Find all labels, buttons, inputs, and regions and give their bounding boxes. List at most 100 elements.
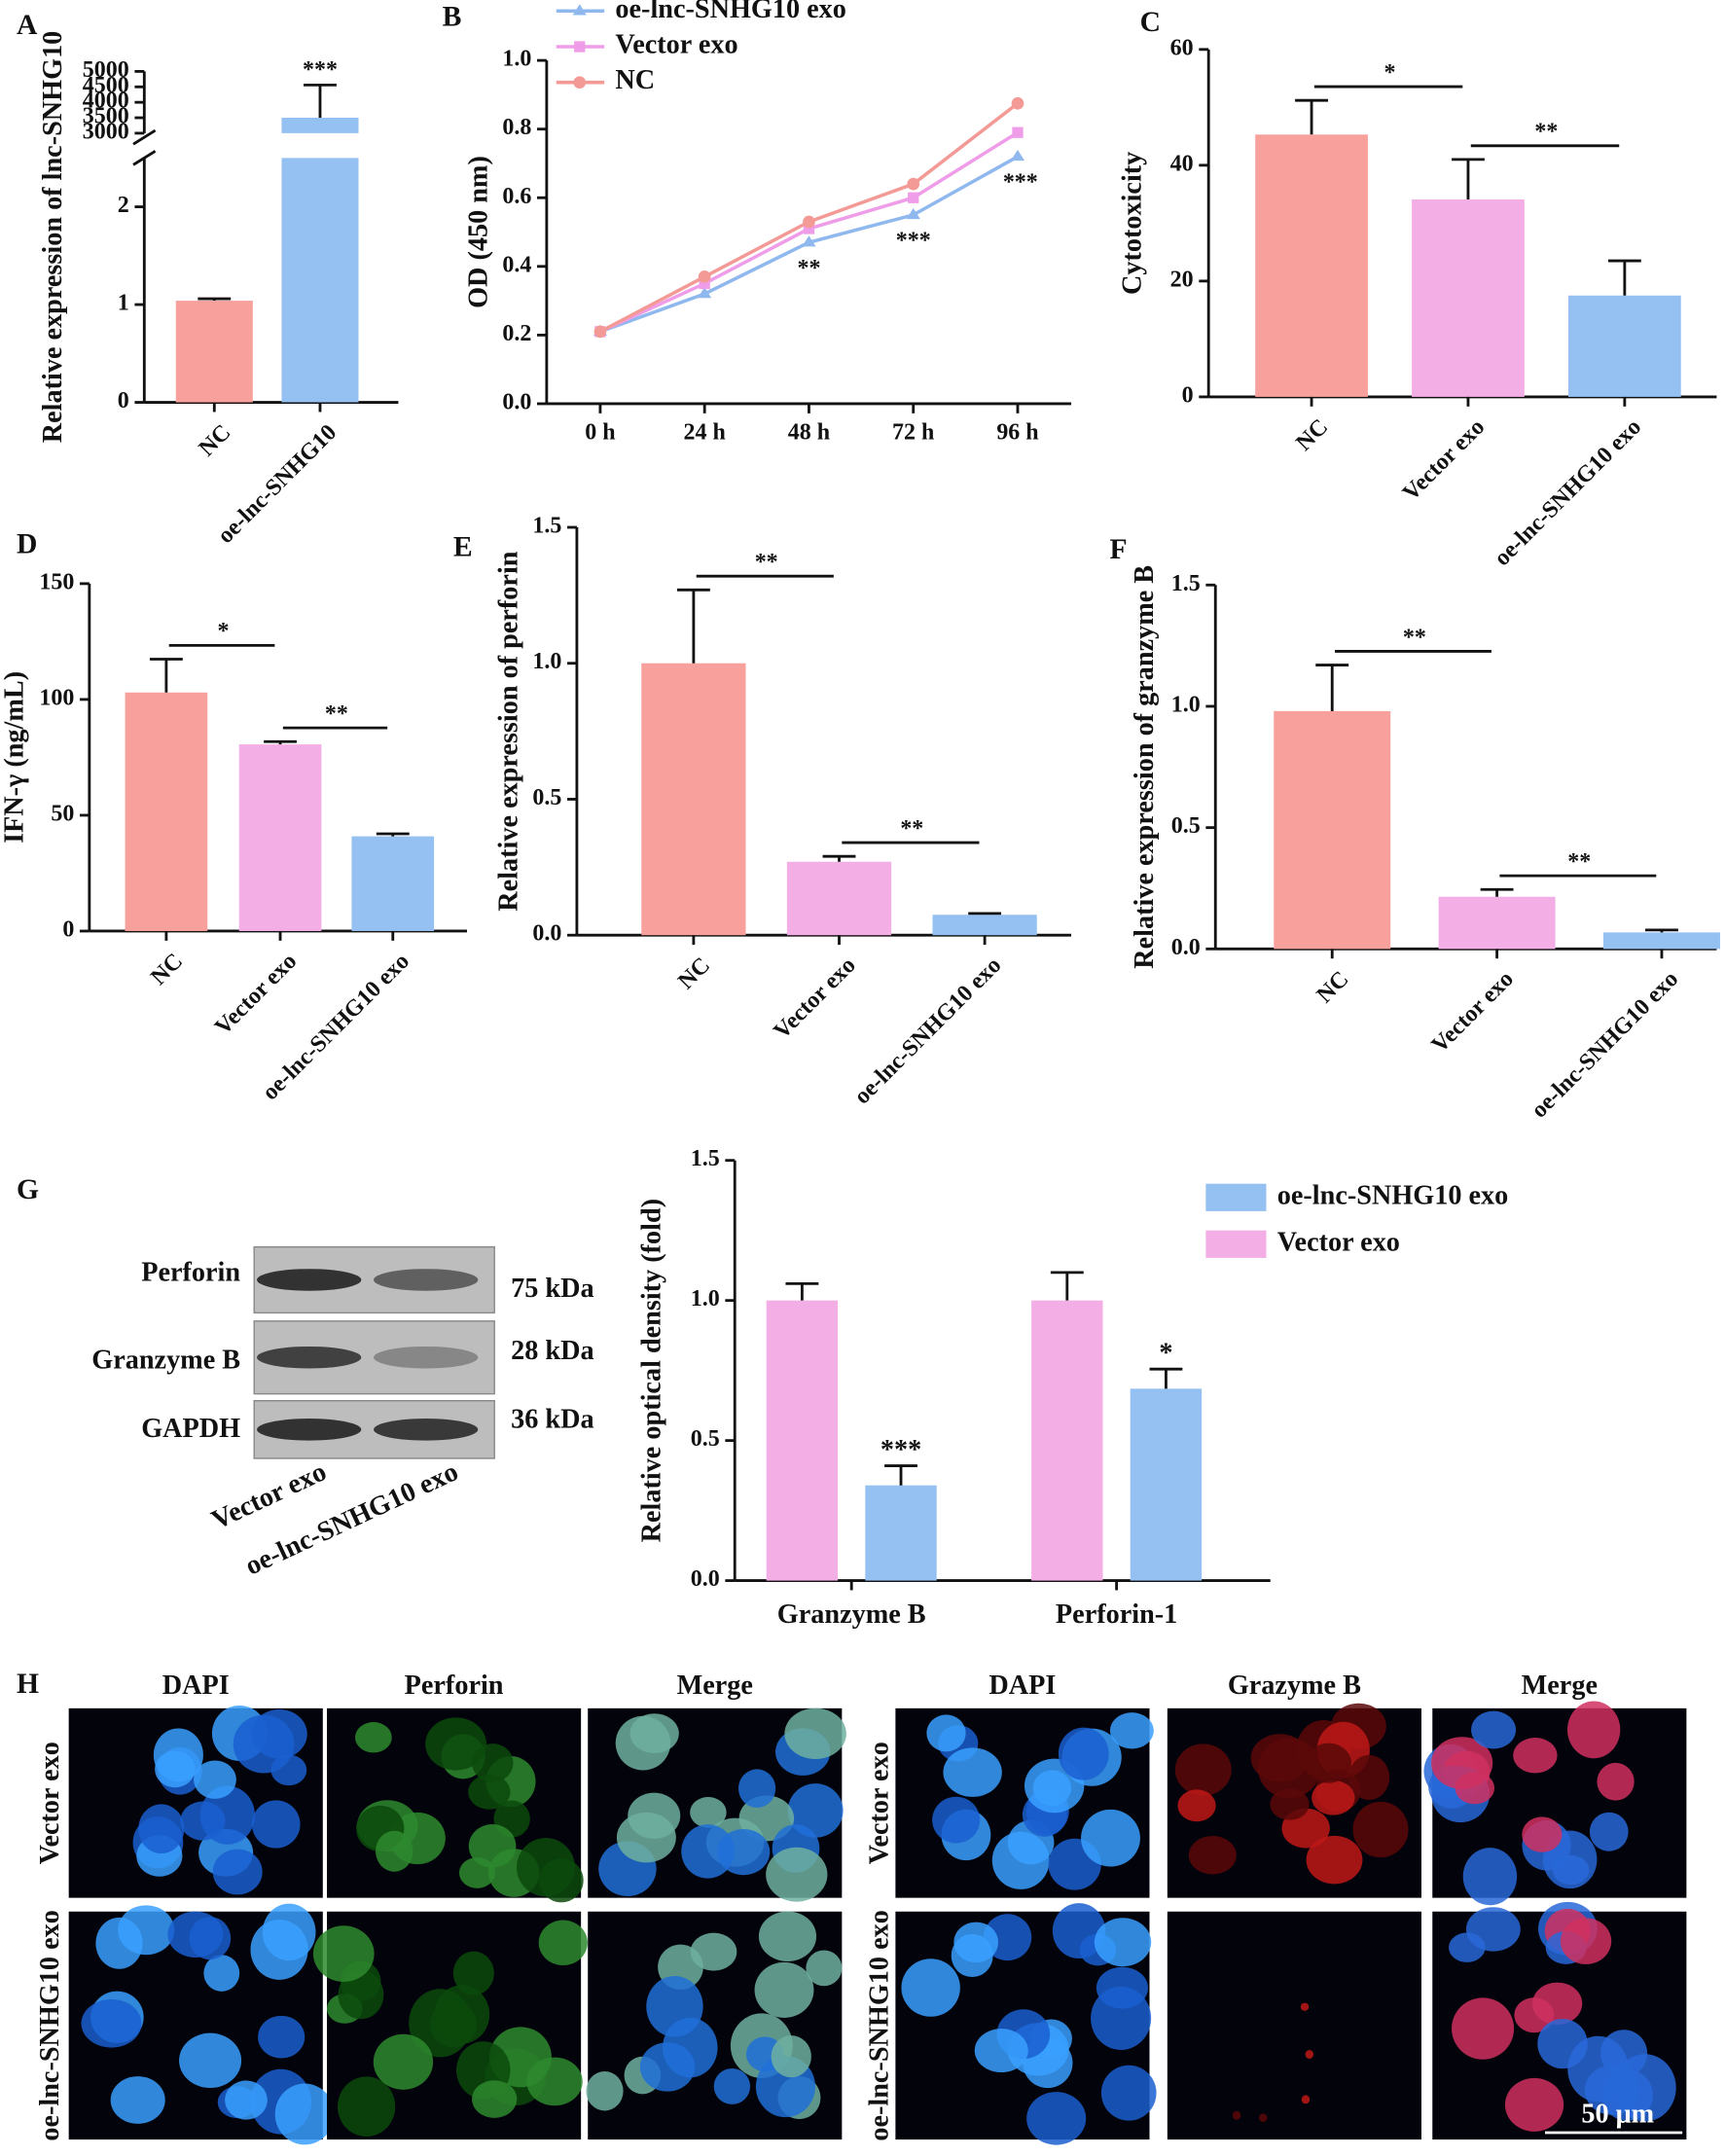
- y-tick-label: 20: [1170, 267, 1194, 292]
- cell: [468, 1775, 511, 1810]
- marker: [906, 207, 920, 220]
- y-tick-label: 5000: [83, 57, 129, 83]
- cell: [338, 2076, 396, 2138]
- bar: [1412, 198, 1525, 397]
- x-tick-label: NC: [146, 949, 188, 990]
- cell: [713, 2067, 751, 2104]
- panel-label: A: [17, 10, 38, 41]
- row-label: Vector exo: [35, 1742, 65, 1864]
- legend-marker: [573, 76, 587, 90]
- cell: [1270, 1788, 1310, 1820]
- cell: [167, 1911, 224, 1958]
- marker: [698, 270, 711, 283]
- blot-lane-label: oe-lnc-SNHG10 exo: [240, 1456, 462, 1581]
- y-tick-label: 40: [1170, 151, 1194, 176]
- significance: ***: [880, 1435, 921, 1465]
- cell: [434, 1985, 490, 2044]
- error-bar: [1480, 887, 1514, 897]
- bar: [1274, 710, 1391, 950]
- error-bar: [264, 739, 297, 745]
- significance: ***: [303, 57, 338, 83]
- cell: [1301, 2095, 1311, 2104]
- y-tick-label: 0.5: [1171, 813, 1201, 839]
- cell: [194, 1760, 236, 1799]
- blot-band: [374, 1346, 479, 1369]
- y-tick-label: 0.5: [532, 785, 561, 810]
- cell: [1177, 1789, 1216, 1822]
- cell: [1312, 1779, 1355, 1815]
- cell: [639, 2042, 696, 2092]
- legend-swatch: [1205, 1230, 1267, 1258]
- x-tick-label: 96 h: [996, 420, 1038, 446]
- legend-swatch: [1205, 1183, 1267, 1211]
- marker: [802, 235, 816, 247]
- significance: **: [900, 816, 923, 842]
- error-bar: [1050, 1271, 1084, 1301]
- x-tick-label: 48 h: [788, 420, 830, 446]
- cell: [1109, 1712, 1154, 1749]
- cell: [787, 1783, 844, 1838]
- y-tick-label: 1.5: [532, 514, 561, 539]
- cell: [517, 1838, 575, 1897]
- y-tick-label: 0: [1182, 382, 1194, 408]
- y-axis-label: Relative expression of lnc-SNHG10: [38, 31, 68, 444]
- cell: [1094, 1918, 1152, 1967]
- cell: [258, 2015, 305, 2059]
- y-tick-label: 0: [118, 388, 129, 413]
- x-tick-label: NC: [1291, 414, 1333, 456]
- cell: [452, 1951, 494, 1995]
- cell: [974, 2029, 1028, 2073]
- x-tick-label: oe-lnc-SNHG10 exo: [1527, 966, 1683, 1123]
- y-tick-label: 2: [118, 193, 129, 218]
- panel-label: C: [1140, 7, 1161, 38]
- column-header: Grazyme B: [1228, 1671, 1361, 1701]
- y-tick-label: 0.2: [502, 321, 531, 346]
- blot-band: [374, 1419, 479, 1441]
- cell: [1513, 1738, 1558, 1774]
- cell: [1026, 2092, 1087, 2145]
- marker: [698, 286, 712, 299]
- y-tick-label: 1.0: [532, 649, 561, 674]
- cell: [354, 1722, 392, 1753]
- x-tick-label: oe-lnc-SNHG10 exo: [1490, 414, 1646, 571]
- x-tick-label: Vector exo: [1398, 414, 1490, 506]
- cell: [758, 1911, 817, 1961]
- marker: [1011, 96, 1024, 110]
- y-tick-label: 0.8: [502, 115, 531, 140]
- blot-size-label: 75 kDa: [511, 1274, 593, 1304]
- cell: [538, 1920, 588, 1965]
- x-tick-label: Perforin-1: [1056, 1599, 1177, 1630]
- cell: [1259, 2113, 1268, 2123]
- y-tick-label: 1.0: [502, 47, 531, 72]
- panel-label: B: [443, 2, 462, 33]
- cell: [1100, 2065, 1157, 2121]
- cell: [738, 1769, 776, 1809]
- legend-label: oe-lnc-SNHG10 exo: [615, 0, 845, 24]
- cell: [179, 2032, 242, 2089]
- cell: [138, 1804, 185, 1854]
- y-tick-label: 1.0: [1171, 692, 1201, 717]
- cell: [262, 1903, 316, 1961]
- cell: [425, 1717, 486, 1771]
- y-tick-label: 1: [118, 291, 129, 316]
- marker: [908, 192, 919, 203]
- column-header: Perforin: [405, 1671, 504, 1701]
- cell: [1058, 1727, 1109, 1780]
- error-bar: [785, 1281, 819, 1301]
- cell: [1232, 2110, 1241, 2120]
- marker: [907, 177, 920, 191]
- marker: [593, 325, 607, 339]
- panel-label: F: [1110, 534, 1128, 565]
- cell: [468, 1824, 517, 1868]
- panel-label: E: [453, 531, 473, 562]
- blot-row-label: Granzyme B: [91, 1346, 240, 1376]
- bar: [238, 744, 322, 931]
- error-bar: [304, 83, 337, 119]
- cell: [1081, 1809, 1140, 1867]
- y-tick-label: 60: [1170, 35, 1194, 60]
- cell: [901, 1958, 960, 2017]
- significance: *: [1384, 60, 1396, 86]
- cell: [1348, 1754, 1390, 1800]
- significance: **: [1403, 625, 1426, 650]
